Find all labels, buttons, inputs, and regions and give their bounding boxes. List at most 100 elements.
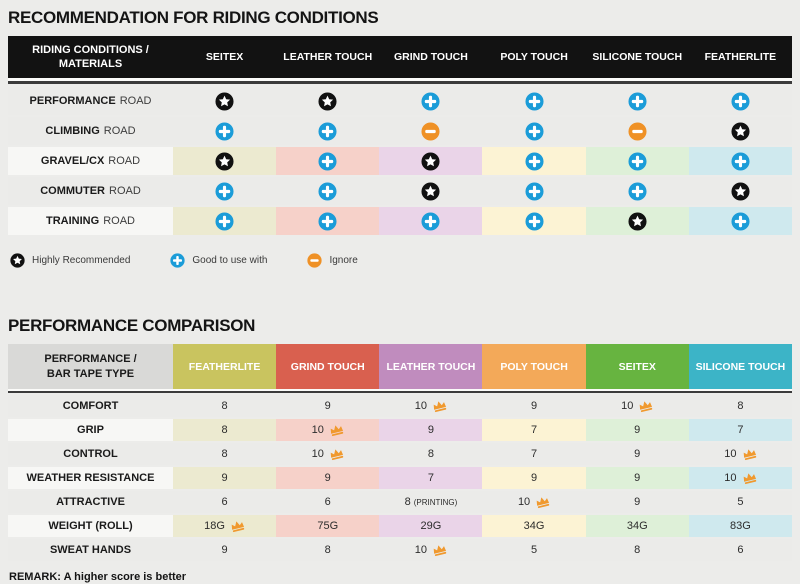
rating-cell [276,87,380,115]
score-value: 10 [724,448,737,460]
legend-label: Highly Recommended [32,255,131,266]
score-cell: 5 [482,539,586,561]
score-cell: 9 [585,443,689,465]
score-cell: 9 [276,395,380,417]
score-cell: 6 [688,539,792,561]
header-label-line1: PERFORMANCE / [44,353,137,366]
rating-cell [276,207,380,235]
riding-conditions-header-label: RIDING CONDITIONS / MATERIALS [8,43,173,72]
score-value: 7 [531,424,538,436]
rating-cell [173,117,277,145]
rating-cell [688,177,792,205]
rating-cell [379,147,483,175]
score-value: 9 [531,400,538,412]
plus-icon [628,181,647,201]
performance-comparison-table: PERFORMANCE / BAR TAPE TYPE FEATHERLITE G… [8,344,792,561]
plus-icon [525,181,544,201]
rating-cell [482,147,586,175]
table-row: WEATHER RESISTANCE 9 9 7 9 9 10 [8,467,792,489]
crown-icon [329,448,344,461]
row-label: COMMUTER ROAD [8,177,173,205]
score-value: 75G [317,520,339,532]
rating-cell [276,117,380,145]
score-suffix: (PRINTING) [413,497,458,507]
plus-icon [215,211,234,231]
performance-comparison-title: PERFORMANCE COMPARISON [8,316,256,335]
score-value: 8 [427,448,434,460]
column-header: GRIND TOUCH [393,51,468,63]
column-header: LEATHER TOUCH [379,344,483,389]
score-cell: 18G [173,515,277,537]
riding-conditions-title: RECOMMENDATION FOR RIDING CONDITIONS [8,8,379,27]
minus-icon [628,121,647,141]
score-cell: 7 [688,419,792,441]
row-label: CONTROL [8,443,173,465]
row-label: GRAVEL/CX ROAD [8,147,173,175]
column-header: SEITEX [205,51,244,63]
performance-body: COMFORT 8 9 10 9 10 8 GRIP 8 10 9 7 9 7 CONTROL 8 10 8 7 9 1… [8,395,792,561]
score-cell: 5 [688,491,792,513]
table-row: GRAVEL/CX ROAD [8,147,792,175]
plus-icon [318,181,337,201]
score-value: 83G [730,520,751,532]
star-icon [318,91,337,111]
score-value: 9 [221,472,228,484]
score-value: 10 [517,496,531,508]
column-header: SEITEX [585,344,689,389]
row-label-rest: ROAD [119,95,152,107]
crown-icon [742,472,757,485]
score-value: 9 [324,400,331,412]
score-value: 9 [531,472,538,484]
row-label: WEATHER RESISTANCE [8,467,173,489]
plus-icon [318,151,337,171]
score-value: 8 [404,496,411,508]
rating-cell [173,87,277,115]
riding-conditions-body: PERFORMANCE ROAD CLIMBING ROAD GRAVEL/CX ROAD… [8,87,792,235]
header-divider-dark [8,391,792,393]
score-value: 9 [221,544,228,556]
plus-icon [628,151,647,171]
rating-cell [688,207,792,235]
row-label: CLIMBING ROAD [8,117,173,145]
score-cell: 8 [379,443,483,465]
plus-icon [628,91,647,111]
rating-cell [585,147,689,175]
score-cell: 10 [276,443,380,465]
row-label-bold: CLIMBING [45,125,100,137]
rating-cell [585,177,689,205]
score-value: 6 [221,496,228,508]
legend-label: Good to use with [192,255,268,266]
score-cell: 29G [379,515,483,537]
score-cell: 7 [482,419,586,441]
score-value: 7 [531,448,538,460]
performance-header-row: PERFORMANCE / BAR TAPE TYPE FEATHERLITE G… [8,344,792,389]
score-value: 29G [420,520,442,532]
plus-icon [731,211,750,231]
score-cell: 83G [688,515,792,537]
riding-conditions-header-row: RIDING CONDITIONS / MATERIALS SEITEX LEAT… [8,36,792,78]
score-value: 8 [737,400,744,412]
header-divider-dark [8,81,792,84]
star-icon [215,91,234,111]
row-label-rest: ROAD [109,185,141,197]
header-divider-light [8,389,792,391]
score-value: 18G [204,520,225,532]
star-icon [421,181,440,201]
table-row: CLIMBING ROAD [8,117,792,145]
score-cell: 34G [585,515,689,537]
plus-icon [215,121,234,141]
score-value: 9 [427,424,434,436]
score-cell: 9 [379,419,483,441]
score-cell: 6 [173,491,277,513]
minus-icon [421,121,440,141]
header-label-line1: RIDING CONDITIONS / [32,43,149,56]
crown-icon [230,520,245,533]
plus-icon [215,181,234,201]
score-cell: 6 [276,491,380,513]
row-label: SWEAT HANDS [8,539,173,561]
star-icon [10,253,25,268]
rating-cell [173,147,277,175]
column-header: POLY TOUCH [500,51,568,63]
rating-cell [379,117,483,145]
score-value: 10 [311,448,324,460]
